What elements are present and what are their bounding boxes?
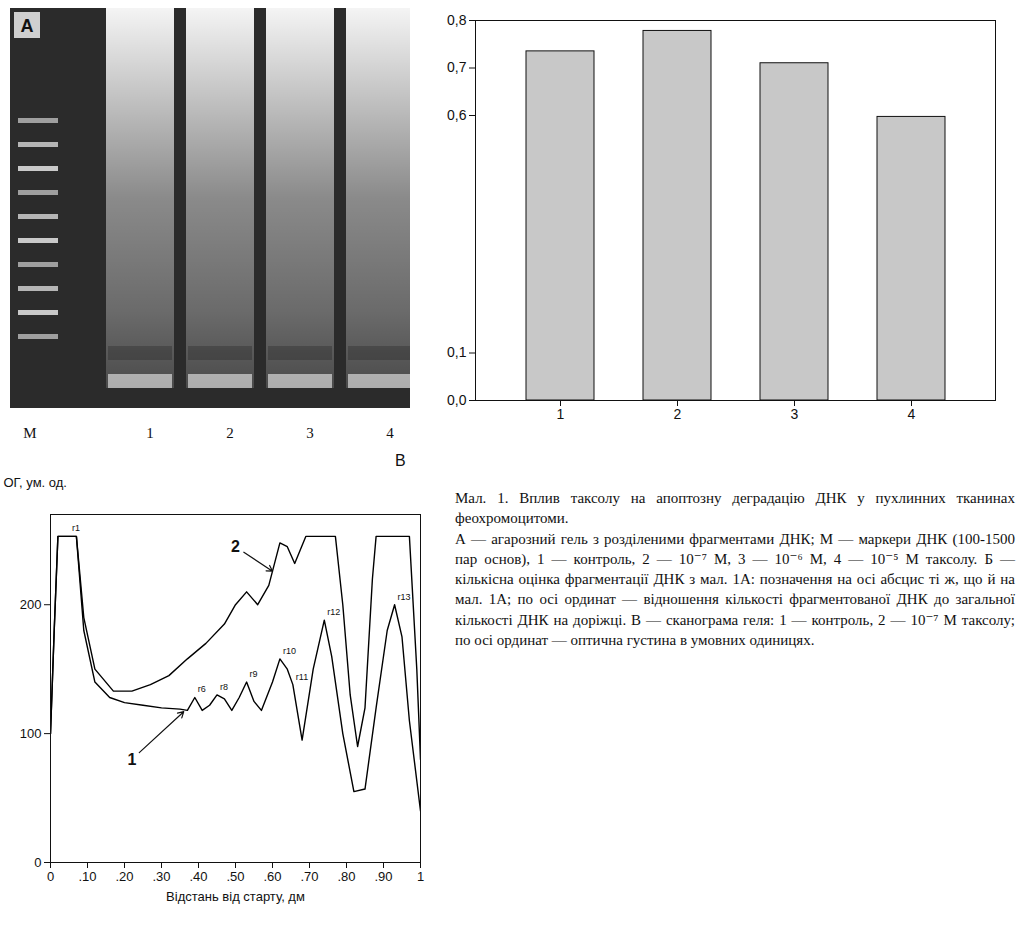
svg-text:А: А	[21, 16, 34, 36]
svg-text:0: 0	[34, 855, 41, 870]
svg-text:2: 2	[674, 406, 682, 422]
svg-text:.40: .40	[189, 869, 207, 884]
html-text:В: В	[395, 452, 406, 469]
svg-text:0,6: 0,6	[447, 107, 467, 123]
svg-text:.90: .90	[374, 869, 392, 884]
svg-text:2: 2	[231, 538, 240, 555]
html-text:Мал. 1. Вплив таксолу на апопт: Мал. 1. Вплив таксолу на апоптозну дегра…	[455, 490, 1015, 527]
svg-text:r8: r8	[220, 682, 228, 692]
svg-text:200: 200	[20, 597, 42, 612]
svg-text:r12: r12	[327, 607, 340, 617]
svg-text:Відстань від старту, дм: Відстань від старту, дм	[166, 889, 305, 904]
svg-text:4: 4	[908, 406, 916, 422]
svg-text:0,0: 0,0	[447, 392, 467, 408]
svg-text:1: 1	[127, 751, 136, 768]
svg-text:0: 0	[47, 869, 54, 884]
svg-text:.30: .30	[152, 869, 170, 884]
svg-text:1: 1	[557, 406, 565, 422]
svg-text:r13: r13	[398, 592, 411, 602]
svg-text:ОГ, ум. од.: ОГ, ум. од.	[4, 475, 67, 490]
svg-text:0,7: 0,7	[447, 59, 467, 75]
svg-text:r9: r9	[250, 669, 258, 679]
svg-text:2: 2	[226, 425, 234, 441]
svg-text:1: 1	[146, 425, 154, 441]
svg-text:0,1: 0,1	[447, 344, 467, 360]
svg-text:4: 4	[386, 425, 394, 441]
svg-text:r11: r11	[296, 672, 308, 682]
svg-text:.50: .50	[226, 869, 244, 884]
svg-text:.70: .70	[300, 869, 318, 884]
svg-text:.20: .20	[115, 869, 133, 884]
svg-text:100: 100	[20, 726, 42, 741]
svg-text:.80: .80	[337, 869, 355, 884]
svg-text:M: M	[23, 425, 36, 441]
svg-text:0,8: 0,8	[447, 12, 467, 28]
svg-text:r1: r1	[72, 523, 80, 533]
svg-text:3: 3	[306, 425, 314, 441]
svg-text:1: 1	[417, 869, 424, 884]
svg-text:3: 3	[791, 406, 799, 422]
svg-text:.10: .10	[78, 869, 96, 884]
html-text:А — агарозний гель з розділени: А — агарозний гель з розділеними фрагмен…	[455, 530, 1015, 648]
svg-text:.60: .60	[263, 869, 281, 884]
svg-text:r10: r10	[283, 646, 296, 656]
svg-text:r6: r6	[198, 684, 206, 694]
